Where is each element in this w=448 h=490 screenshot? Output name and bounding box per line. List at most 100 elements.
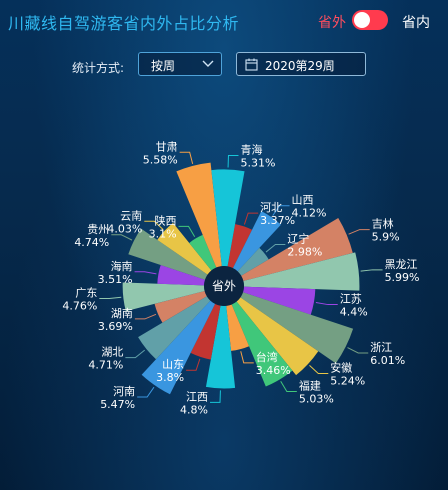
leader-line-河南 (137, 386, 155, 398)
leader-line-浙江 (347, 347, 369, 354)
leader-line-山西 (272, 205, 290, 216)
slice-label-name: 吉林 (372, 217, 394, 231)
rose-slice-甘肃[interactable] (176, 162, 222, 268)
rose-slice-陕西[interactable] (189, 234, 217, 271)
rose-slice-台湾[interactable] (226, 304, 250, 351)
rose-slice-辽宁[interactable] (237, 247, 269, 276)
week-picker-value: 2020第29周 (265, 59, 335, 73)
slice-label-name: 浙江 (370, 341, 392, 354)
slice-label-value: 3.51% (98, 273, 133, 286)
leader-line-吉林 (348, 229, 370, 235)
slice-label-name: 辽宁 (287, 232, 309, 246)
slice-label-value: 6.01% (370, 354, 405, 367)
slice-label-name: 广东 (75, 286, 97, 299)
leader-line-黑龙江 (360, 269, 383, 272)
rose-slice-湖南[interactable] (154, 290, 207, 323)
slice-label-name: 江苏 (340, 293, 362, 306)
leader-line-广东 (99, 296, 122, 299)
rose-slice-山西[interactable] (232, 211, 281, 272)
leader-line-河北 (243, 212, 259, 225)
rose-slice-湖北[interactable] (138, 296, 211, 360)
slice-label-value: 5.47% (100, 398, 135, 411)
slice-label-value: 4.8% (180, 403, 208, 416)
leader-line-安徽 (309, 365, 329, 375)
calendar-icon (245, 58, 258, 71)
slice-label-value: 3.1% (149, 227, 177, 240)
slice-label-value: 4.74% (74, 236, 109, 249)
slice-label-name: 台湾 (256, 350, 278, 364)
slice-label-name: 甘肃 (156, 140, 178, 153)
toggle-label-in[interactable]: 省内 (402, 15, 430, 31)
leader-line-海南 (134, 271, 157, 275)
slice-label-name: 青海 (240, 142, 262, 156)
leader-line-江西 (210, 390, 221, 403)
leader-line-云南 (144, 220, 164, 230)
slice-label-value: 4.76% (62, 299, 97, 312)
chevron-down-icon (202, 60, 214, 67)
rose-slice-江西[interactable] (205, 305, 236, 389)
leader-line-江苏 (315, 301, 338, 306)
slice-label-value: 5.31% (240, 156, 275, 169)
slice-label-name: 安徽 (330, 361, 352, 375)
rose-slice-贵州[interactable] (128, 228, 208, 280)
header: 川藏线自驾游客省内外占比分析 省外 省内 (0, 0, 448, 40)
slice-label-value: 5.03% (299, 393, 334, 406)
slice-label-value: 2.98% (287, 246, 322, 259)
rose-slices (122, 162, 360, 395)
rose-slice-黑龙江[interactable] (243, 252, 360, 291)
slice-label-value: 5.58% (143, 153, 178, 166)
slice-label-value: 4.71% (88, 359, 123, 372)
slice-label-name: 江西 (186, 390, 208, 403)
leader-line-福建 (280, 380, 297, 393)
week-picker[interactable]: 2020第29周 (236, 52, 366, 76)
rose-slice-浙江[interactable] (240, 292, 354, 364)
leader-line-青海 (227, 154, 239, 168)
toggle-knob[interactable] (354, 12, 370, 28)
rose-slice-海南[interactable] (157, 265, 206, 286)
slice-label-name: 贵州 (87, 223, 109, 236)
page-title: 川藏线自驾游客省内外占比分析 (8, 14, 240, 33)
slice-label-value: 3.46% (256, 364, 291, 377)
rose-slice-青海[interactable] (211, 169, 245, 267)
rose-slice-河南[interactable] (141, 300, 216, 395)
leader-line-台湾 (240, 351, 254, 364)
center-label: 省外 (212, 279, 236, 293)
leader-line-湖南 (134, 313, 157, 320)
rose-slice-广东[interactable] (122, 282, 205, 312)
slice-label-value: 3.8% (156, 371, 184, 384)
slice-label-value: 4.4% (340, 306, 368, 319)
slice-label-value: 5.9% (372, 231, 400, 244)
period-select[interactable]: 按周 (138, 52, 222, 76)
rose-slice-河北[interactable] (227, 224, 253, 269)
stat-method-label: 统计方式: (72, 61, 125, 75)
leader-line-辽宁 (265, 244, 286, 253)
rose-slice-福建[interactable] (231, 301, 293, 387)
slice-label-value: 4.12% (292, 207, 327, 220)
leader-line-湖北 (125, 349, 146, 359)
rose-slice-山东[interactable] (190, 303, 221, 360)
region-toggle[interactable]: 省外 省内 (290, 10, 440, 32)
slice-label-name: 海南 (111, 259, 133, 273)
leader-line-山东 (186, 358, 201, 371)
rose-slice-吉林[interactable] (241, 217, 353, 282)
slice-label-name: 云南 (120, 209, 142, 222)
slice-label-value: 5.24% (330, 375, 365, 388)
slice-label-value: 3.37% (260, 214, 295, 227)
toggle-label-out[interactable]: 省外 (318, 15, 346, 31)
slice-label-value: 5.99% (385, 271, 420, 284)
slice-label-value: 4.03% (107, 222, 142, 235)
slice-label-name: 黑龙江 (385, 258, 418, 271)
center-hole (204, 266, 244, 306)
period-select-value: 按周 (151, 59, 176, 73)
slice-label-name: 河北 (260, 201, 282, 214)
rose-slice-云南[interactable] (157, 222, 212, 275)
rose-slice-江苏[interactable] (242, 286, 316, 315)
slice-label-name: 河南 (113, 385, 135, 398)
slice-label-name: 山西 (292, 194, 314, 207)
slice-label-name: 山东 (162, 358, 184, 371)
toggle-switch[interactable] (352, 10, 388, 30)
rose-slice-安徽[interactable] (236, 297, 319, 376)
controls-bar: 统计方式: 按周 2020第29周 (0, 50, 448, 80)
